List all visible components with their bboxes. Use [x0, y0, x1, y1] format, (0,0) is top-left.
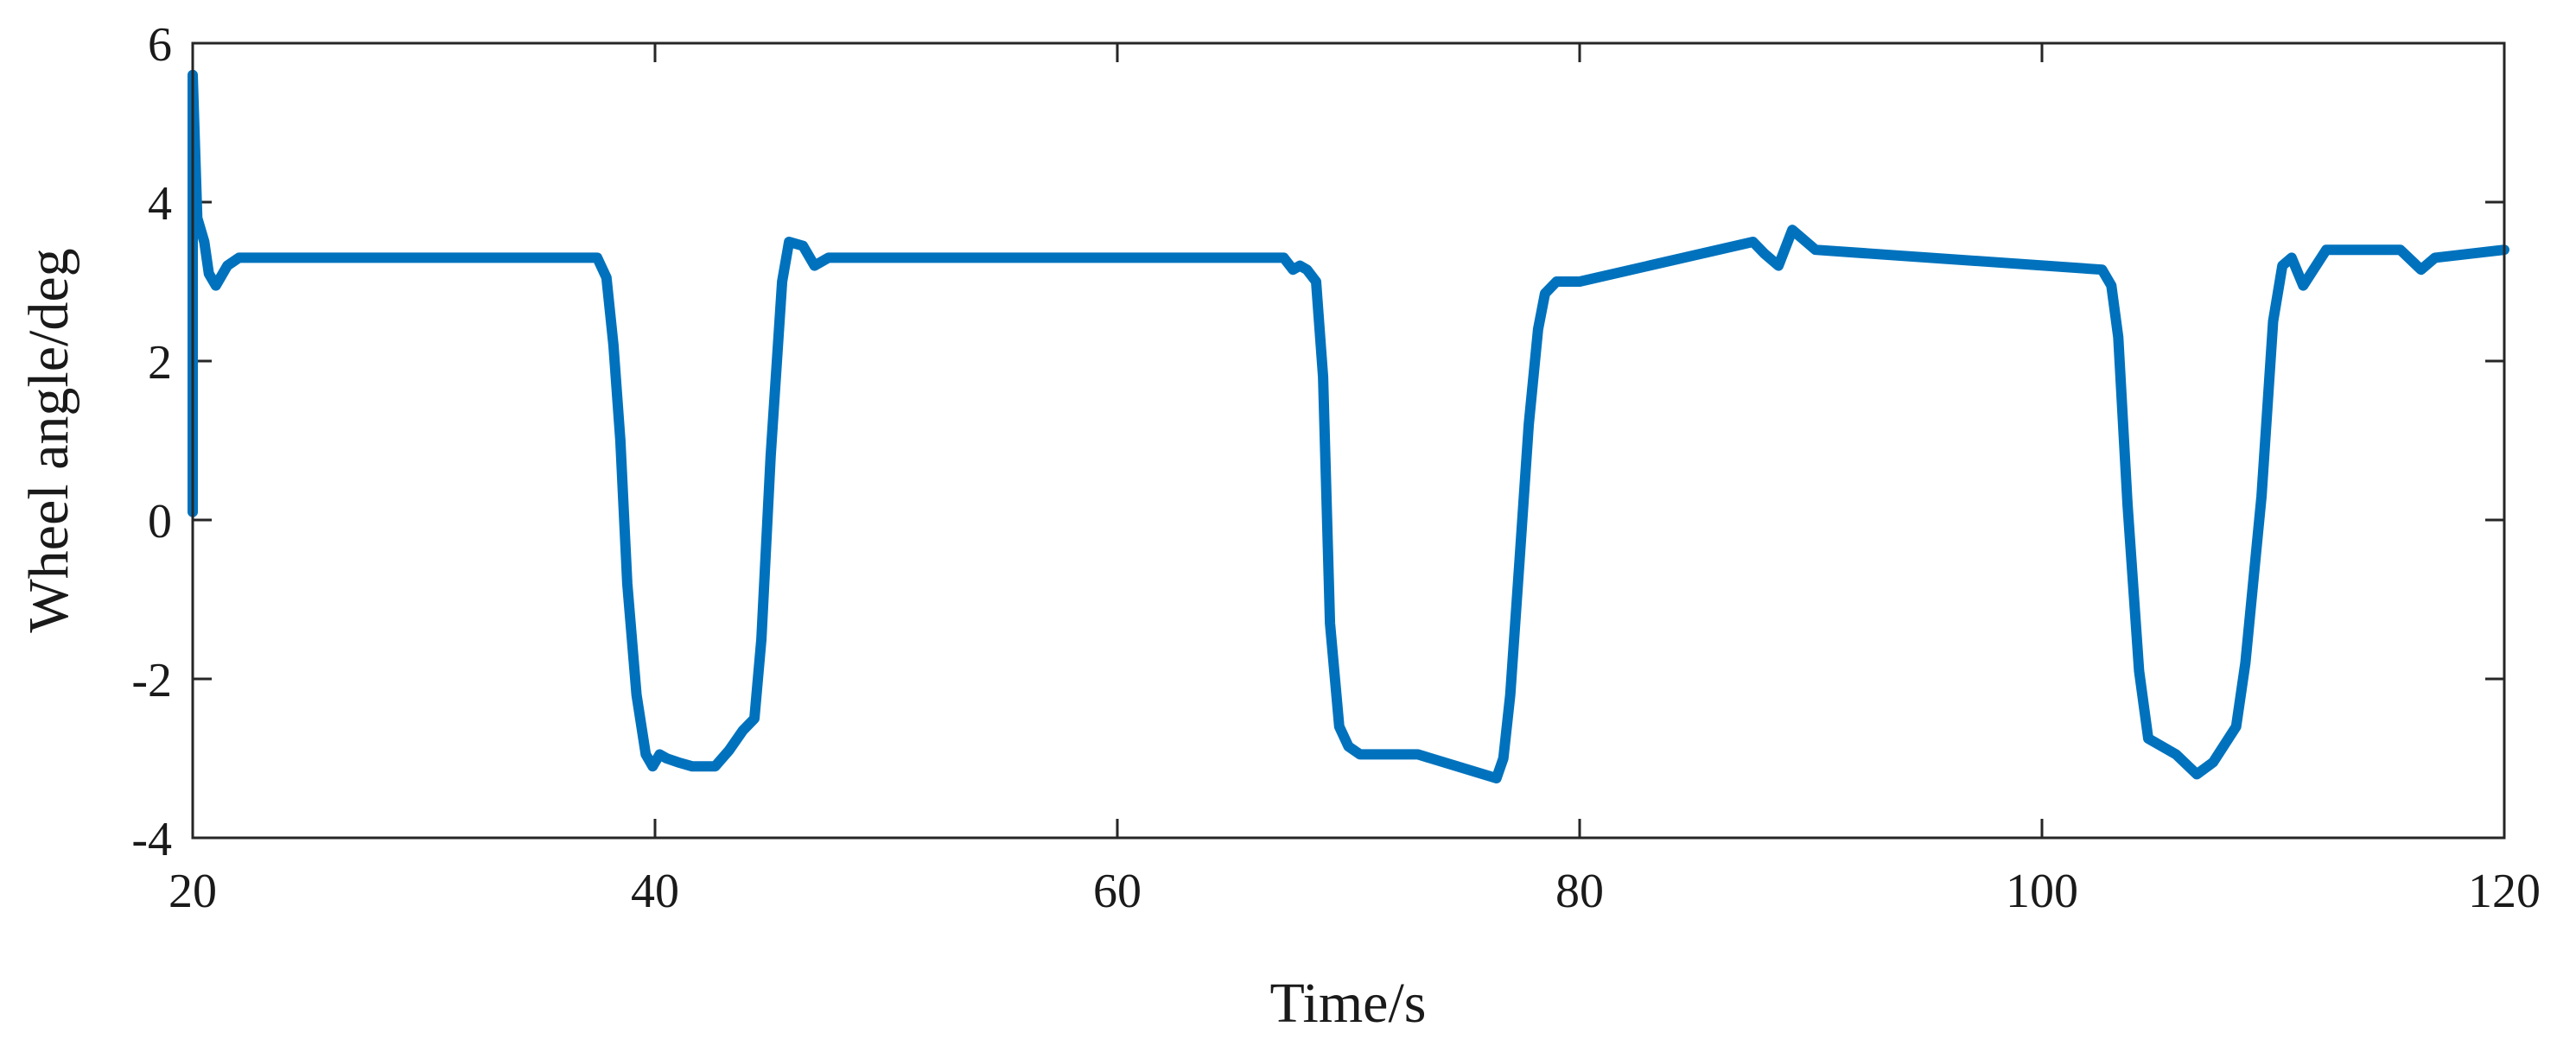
- y-tick-label: -4: [131, 813, 172, 866]
- y-tick-label: 6: [148, 18, 172, 72]
- y-tick-label: 4: [148, 177, 172, 231]
- y-tick-label: 2: [148, 336, 172, 390]
- y-tick-label: 0: [148, 495, 172, 548]
- x-tick-label: 80: [1555, 865, 1604, 918]
- plot-frame: [191, 41, 2506, 840]
- x-tick-label: 40: [631, 865, 679, 918]
- x-axis-label: Time/s: [1270, 972, 1427, 1035]
- x-tick-label: 20: [169, 865, 217, 918]
- y-tick-labels: -4 -2 0 2 4 6: [131, 18, 172, 866]
- x-tick-labels: 20 40 60 80 100 120: [169, 865, 2541, 918]
- x-tick-label: 120: [2468, 865, 2541, 918]
- x-tick-label: 60: [1093, 865, 1142, 918]
- y-axis-label: Wheel angle/deg: [17, 248, 80, 632]
- plot-area: [193, 43, 2504, 838]
- series-line: [188, 69, 2509, 783]
- y-tick-label: -2: [131, 654, 172, 707]
- x-tick-label: 100: [2006, 865, 2078, 918]
- series-group: [188, 69, 2509, 783]
